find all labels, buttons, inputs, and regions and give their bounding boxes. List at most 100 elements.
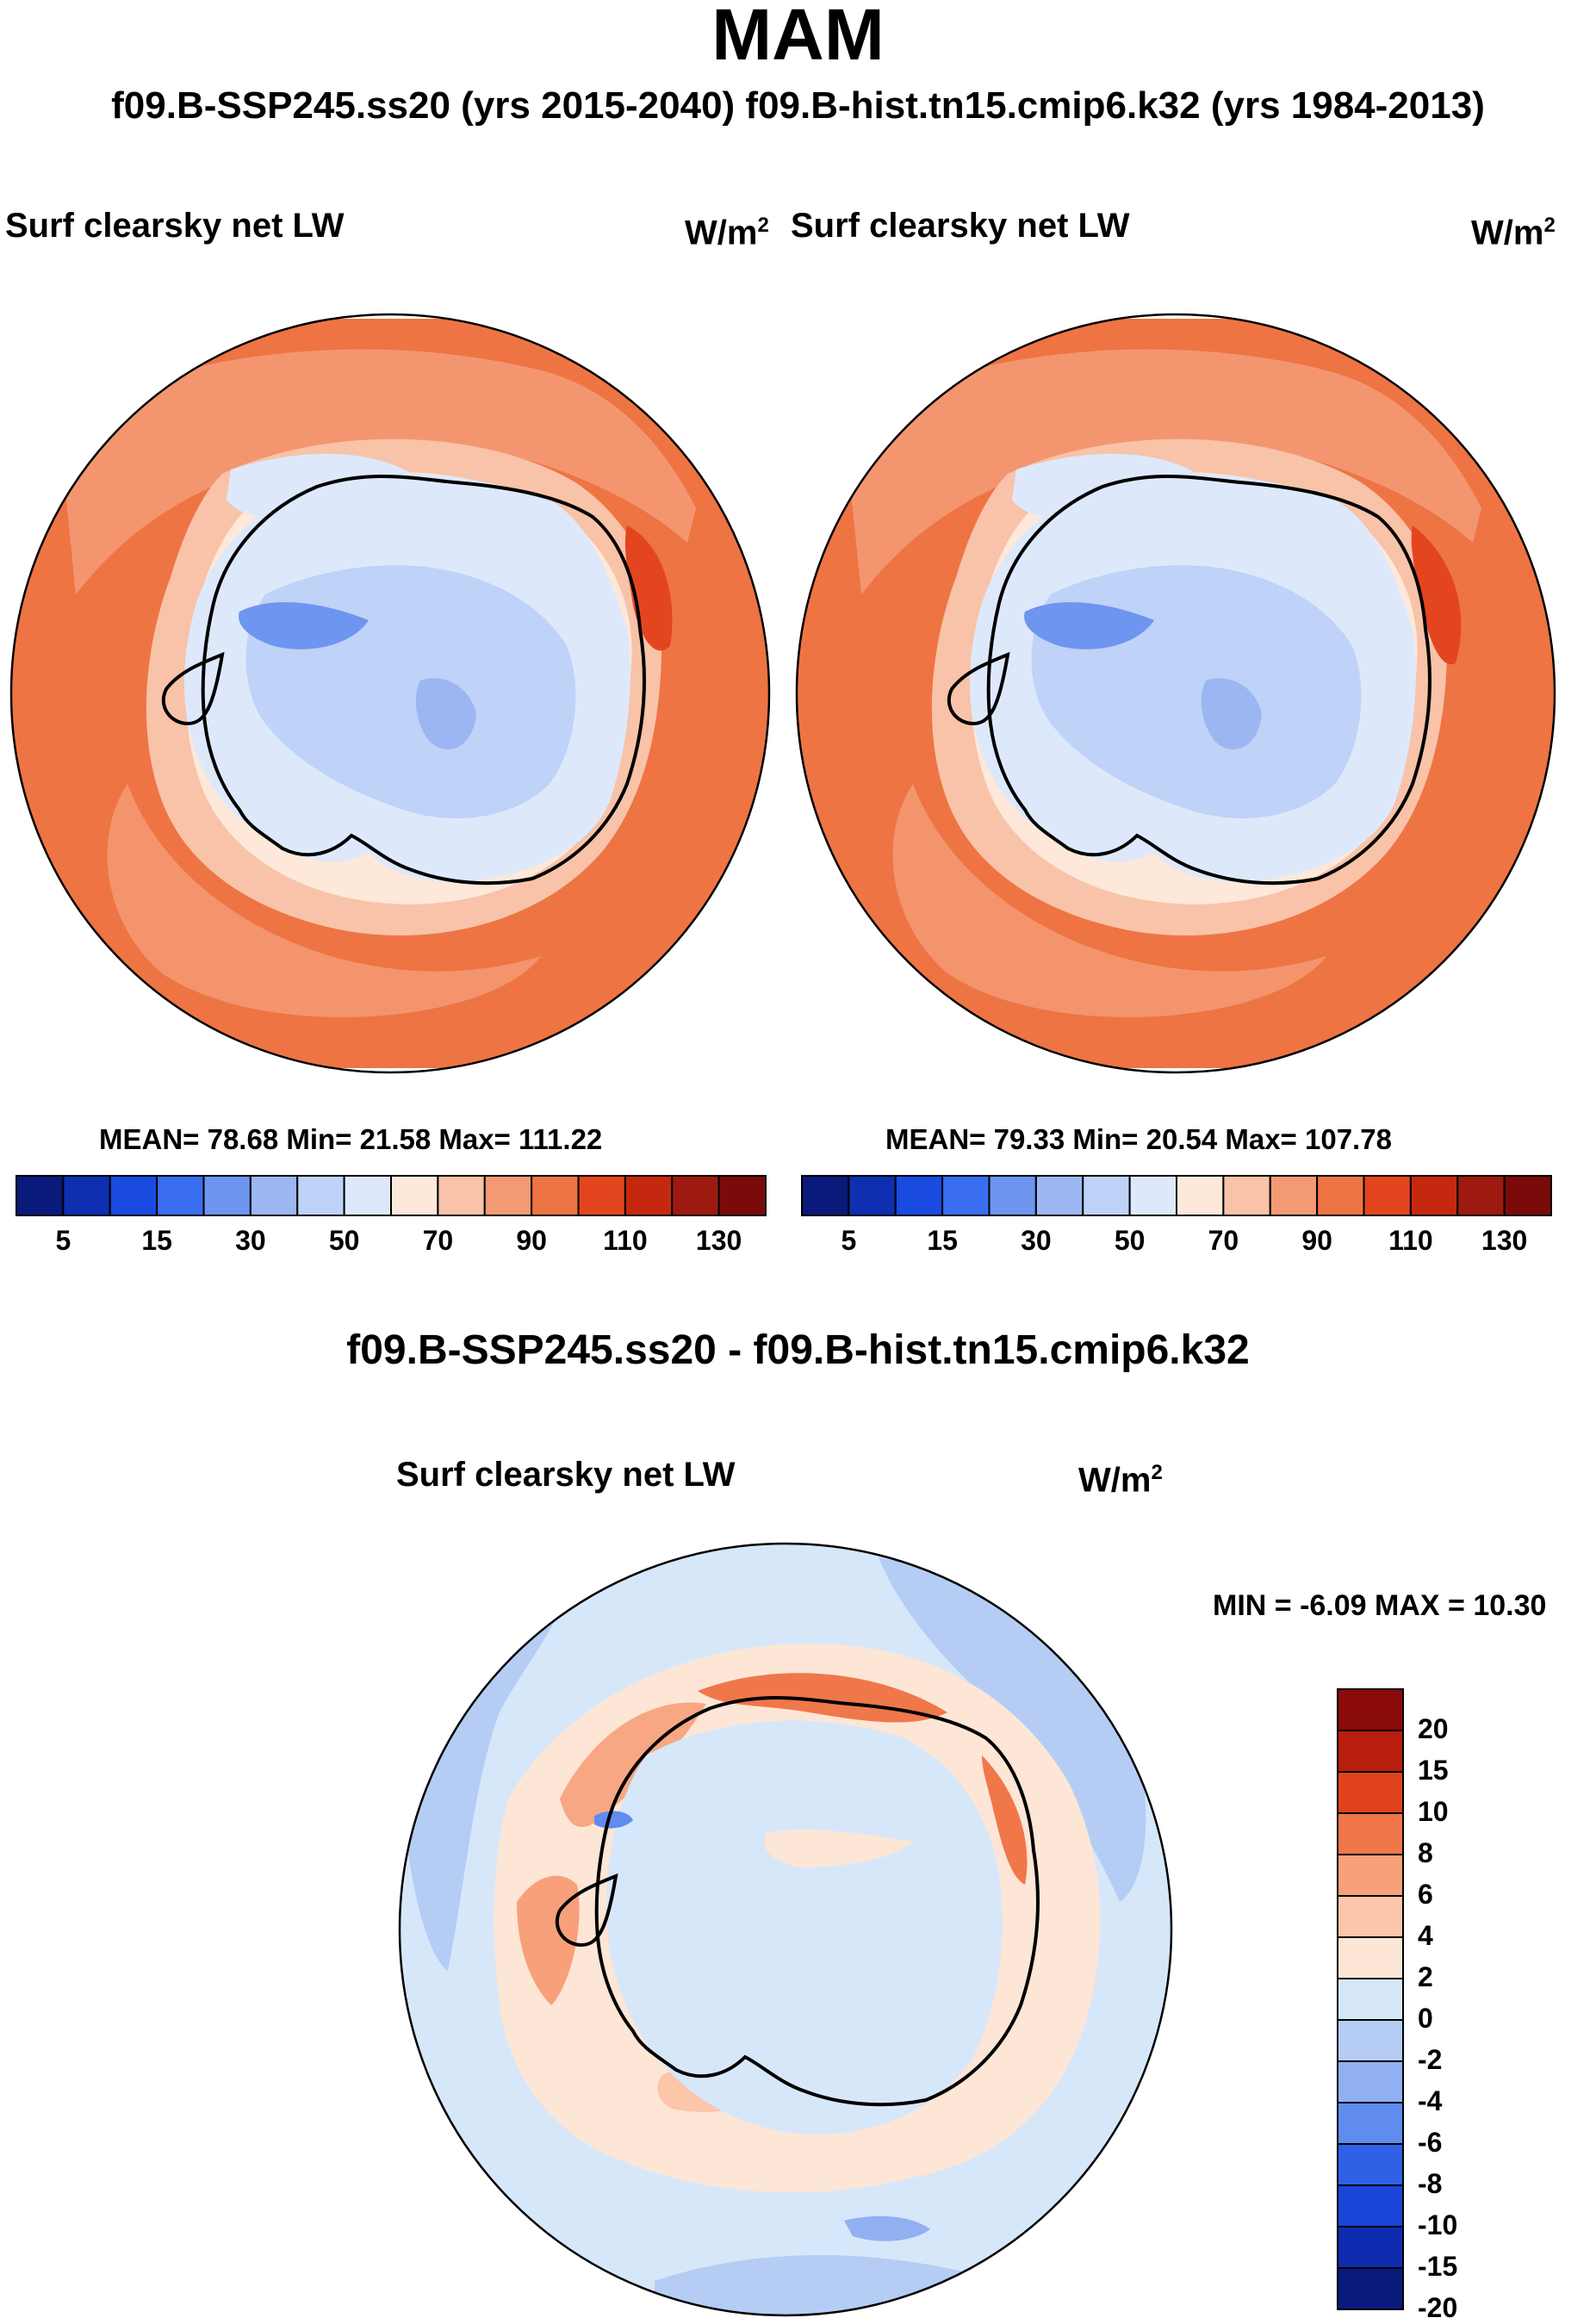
colorbar-tick-label: 2 — [1418, 1961, 1433, 1992]
difference-title: f09.B-SSP245.ss20 - f09.B-hist.tn15.cmip… — [346, 1327, 1250, 1373]
map-panel1 — [9, 313, 771, 1074]
map-panel2 — [795, 313, 1556, 1074]
map-panel3 — [398, 1542, 1173, 2317]
colorbar-swatch — [801, 1175, 850, 1216]
colorbar-swatch — [1337, 1854, 1404, 1897]
colorbar-swatch — [156, 1175, 205, 1216]
field-band — [415, 678, 476, 749]
colorbar-swatch — [1363, 1175, 1412, 1216]
colorbar-swatch — [1337, 1978, 1404, 2021]
colorbar-swatch — [1337, 2184, 1404, 2228]
colorbar-tick-label: 90 — [1301, 1225, 1332, 1256]
panel1-units: W/m2 — [685, 214, 769, 252]
field-band — [239, 602, 369, 649]
colorbar-swatch — [1034, 1175, 1084, 1216]
colorbar-tick-label: -15 — [1418, 2251, 1458, 2282]
colorbar-tick-label: 110 — [1388, 1225, 1433, 1256]
field-band — [1201, 678, 1262, 749]
field-band — [764, 1829, 913, 1867]
panel2-stats: MEAN= 79.33 Min= 20.54 Max= 107.78 — [885, 1123, 1392, 1155]
colorbar-swatch — [1337, 1730, 1404, 1773]
map-boundary — [795, 313, 1556, 1074]
colorbar-swatch — [1337, 2102, 1404, 2145]
field-band — [107, 784, 541, 1017]
colorbar-tick-label: 5 — [841, 1225, 857, 1256]
colorbar-tick-label: -4 — [1418, 2085, 1443, 2116]
colorbar-tick-label: 30 — [1021, 1225, 1052, 1256]
field-band — [59, 349, 696, 594]
colorbar-swatch — [531, 1175, 580, 1216]
panel3-minmax: MIN = -6.09 MAX = 10.30 — [1213, 1589, 1547, 1622]
colorbar-swatch — [1337, 2226, 1404, 2269]
panel3-units: W/m2 — [1078, 1461, 1163, 1500]
colorbar-tick-label: 15 — [141, 1225, 172, 1256]
field-band — [606, 1720, 1003, 2134]
colorbar-tick-label: -20 — [1418, 2292, 1458, 2323]
colorbar-tick-label: 90 — [516, 1225, 547, 1256]
colorbar-swatch — [16, 1175, 65, 1216]
colorbar-swatch — [1337, 1688, 1404, 1731]
colorbar-swatch — [1337, 2060, 1404, 2103]
panel2-units: W/m2 — [1471, 214, 1556, 252]
field-band — [594, 1811, 633, 1829]
colorbar-swatch — [437, 1175, 486, 1216]
colorbar-swatch — [1409, 1175, 1459, 1216]
colorbar-swatch — [1337, 1936, 1404, 1979]
colorbar-swatch — [671, 1175, 720, 1216]
colorbar-swatch — [1337, 1812, 1404, 1855]
colorbar-swatch — [1456, 1175, 1506, 1216]
colorbar-panel2 — [801, 1175, 1552, 1216]
field-band — [698, 1673, 947, 1723]
colorbar-swatch — [249, 1175, 299, 1216]
colorbar-swatch — [1337, 2143, 1404, 2186]
antarctica-coastline — [161, 475, 646, 885]
colorbar-swatch — [483, 1175, 533, 1216]
colorbar-swatch — [894, 1175, 944, 1216]
colorbar-tick-label: -6 — [1418, 2127, 1443, 2158]
antarctica-coastline — [555, 1696, 1040, 2107]
colorbar-swatch — [109, 1175, 158, 1216]
colorbar-swatch — [343, 1175, 392, 1216]
field-band — [844, 2215, 930, 2241]
colorbar-tick-label: 50 — [1114, 1225, 1146, 1256]
colorbar-swatch — [1082, 1175, 1131, 1216]
colorbar-swatch — [848, 1175, 897, 1216]
colorbar-tick-label: 20 — [1418, 1713, 1449, 1744]
colorbar-tick-label: 110 — [603, 1225, 648, 1256]
field-band — [892, 784, 1326, 1017]
colorbar-tick-label: 130 — [1481, 1225, 1528, 1256]
field-band — [1411, 525, 1462, 665]
colorbar-panel1 — [16, 1175, 767, 1216]
colorbar-swatch — [1337, 1895, 1404, 1938]
map-boundary — [9, 313, 771, 1074]
colorbar-swatch — [1316, 1175, 1365, 1216]
colorbar-tick-label: 6 — [1418, 1879, 1433, 1910]
colorbar-swatch — [1176, 1175, 1225, 1216]
colorbar-tick-label: -2 — [1418, 2044, 1443, 2075]
colorbar-swatch — [988, 1175, 1037, 1216]
colorbar-swatch — [1337, 2267, 1404, 2310]
colorbar-difference — [1337, 1688, 1404, 2310]
colorbar-swatch — [1337, 1771, 1404, 1814]
colorbar-swatch — [62, 1175, 111, 1216]
antarctica-coastline — [947, 475, 1431, 885]
case-header: f09.B-SSP245.ss20 (yrs 2015-2040) f09.B-… — [111, 84, 1485, 127]
colorbar-swatch — [390, 1175, 439, 1216]
colorbar-tick-label: -10 — [1418, 2209, 1458, 2240]
colorbar-tick-label: 15 — [927, 1225, 958, 1256]
panel2-title: Surf clearsky net LW — [791, 207, 1130, 245]
colorbar-tick-label: 0 — [1418, 2003, 1433, 2034]
colorbar-swatch — [717, 1175, 767, 1216]
field-band — [1024, 602, 1154, 649]
map-boundary — [398, 1542, 1173, 2317]
colorbar-tick-label: 130 — [695, 1225, 742, 1256]
field-band — [844, 349, 1481, 594]
field-band — [624, 525, 673, 651]
figure-title: MAM — [711, 0, 885, 75]
colorbar-swatch — [1503, 1175, 1552, 1216]
field-band — [982, 1755, 1028, 1885]
colorbar-swatch — [1337, 2019, 1404, 2062]
colorbar-tick-label: 15 — [1418, 1755, 1449, 1786]
colorbar-tick-label: 4 — [1418, 1920, 1433, 1951]
colorbar-swatch — [296, 1175, 345, 1216]
